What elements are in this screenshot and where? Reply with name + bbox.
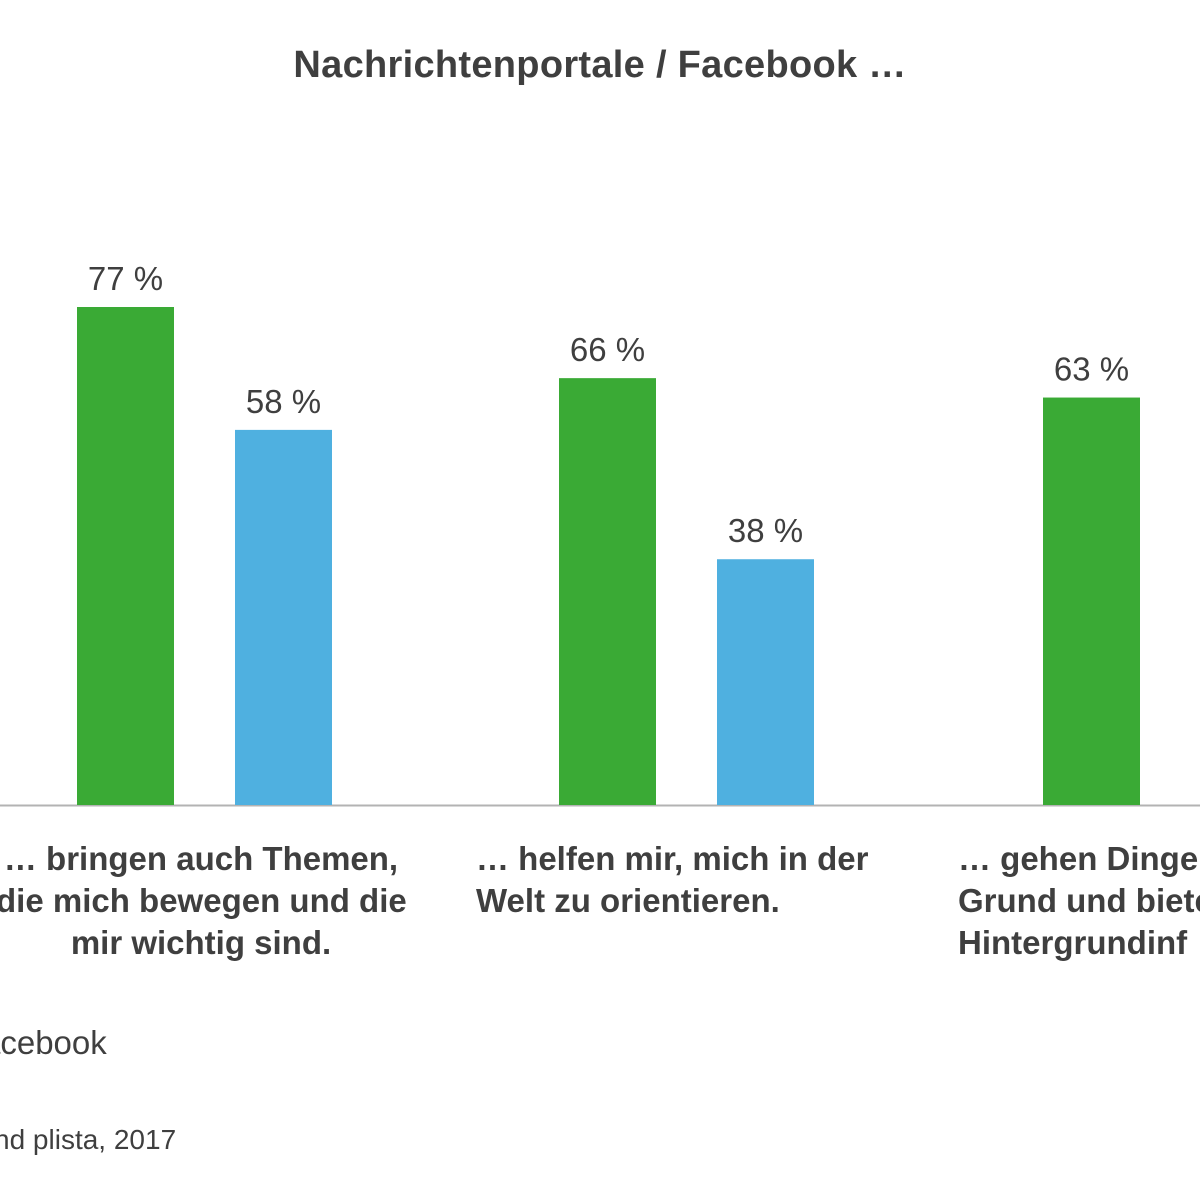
category-label-line: die mich bewegen und die — [0, 882, 407, 919]
category-label-line: mir wichtig sind. — [70, 924, 332, 961]
category-label-line: … helfen mir, mich in der — [476, 840, 869, 877]
category-label-line: Hintergrundinf — [958, 924, 1188, 961]
value-label-series1-cat1: 77 % — [88, 260, 163, 297]
value-label-series2-cat1: 58 % — [246, 383, 321, 420]
value-label-series1-cat2: 66 % — [570, 331, 645, 368]
bar-series1-cat1 — [77, 307, 174, 805]
value-label-series2-cat2: 38 % — [728, 512, 803, 549]
category-label-1: … bringen auch Themen, die mich bewegen … — [0, 838, 407, 964]
category-label-line: … bringen auch Themen, — [3, 840, 399, 877]
category-label-3: … gehen Dinger Grund und biete Hintergru… — [958, 838, 1200, 964]
bar-series1-cat2 — [559, 378, 656, 805]
category-label-2: … helfen mir, mich in der Welt zu orient… — [476, 838, 896, 922]
bar-series2-cat1 — [235, 429, 332, 805]
category-label-line: … gehen Dinger — [958, 840, 1200, 877]
category-label-line: Welt zu orientieren. — [476, 882, 780, 919]
bar-series1-cat3 — [1043, 397, 1140, 805]
chart-title: Nachrichtenportale / Facebook … — [293, 44, 907, 86]
value-label-group: 77 % 66 % 63 % 58 % 38 % — [88, 260, 1129, 549]
category-label-line: Grund und biete — [958, 882, 1200, 919]
legend-entry: acebook — [0, 1024, 107, 1061]
source-note: nd plista, 2017 — [0, 1124, 177, 1155]
value-label-series1-cat3: 63 % — [1054, 351, 1129, 388]
bar-group — [77, 307, 1140, 805]
bar-series2-cat2 — [717, 559, 814, 805]
